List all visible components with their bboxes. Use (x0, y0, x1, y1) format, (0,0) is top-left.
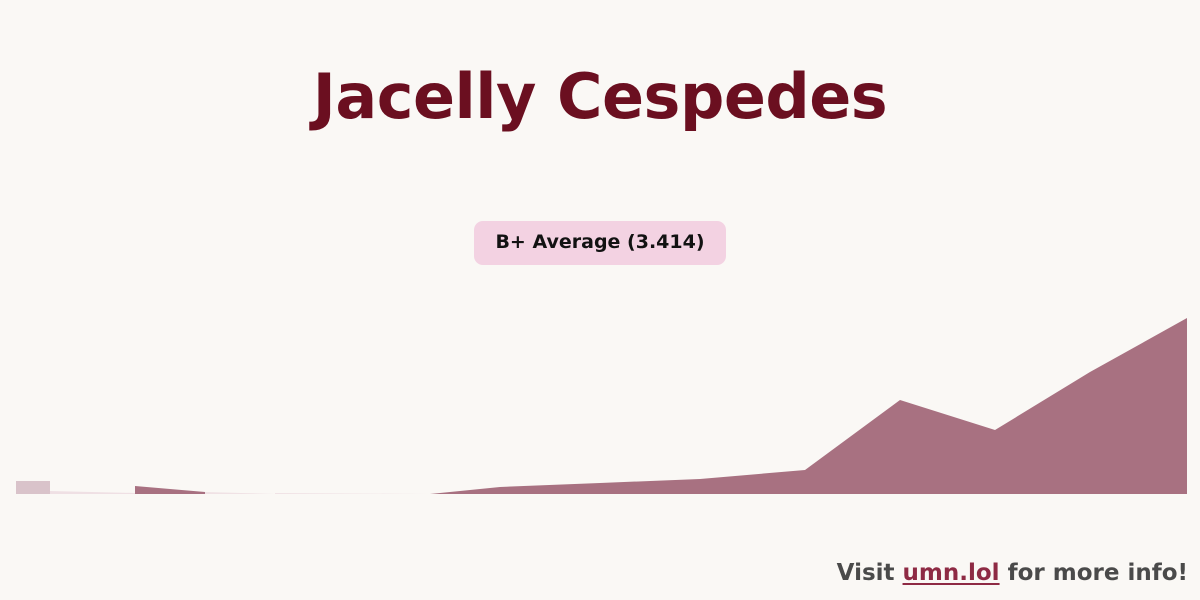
chart-segment-faint-hairline-d (275, 493, 430, 494)
footer-prefix: Visit (836, 559, 903, 586)
gpa-average-badge: B+ Average (3.414) (474, 221, 726, 265)
footer-note: Visit umn.lol for more info! (836, 559, 1188, 586)
chart-segment-faint-hairline-a (50, 491, 135, 494)
chart-area-segments (16, 318, 1187, 494)
chart-segment-wedge-small (135, 486, 205, 494)
umn-lol-link[interactable]: umn.lol (902, 559, 1000, 586)
chart-segment-faint-left-block (16, 481, 50, 494)
page-title: Jacelly Cespedes (312, 60, 888, 133)
badge-row: B+ Average (3.414) (0, 221, 1200, 265)
footer-suffix: for more info! (999, 559, 1188, 586)
chart-segment-main-area (430, 318, 1187, 494)
chart-segment-faint-hairline-c (205, 492, 275, 494)
